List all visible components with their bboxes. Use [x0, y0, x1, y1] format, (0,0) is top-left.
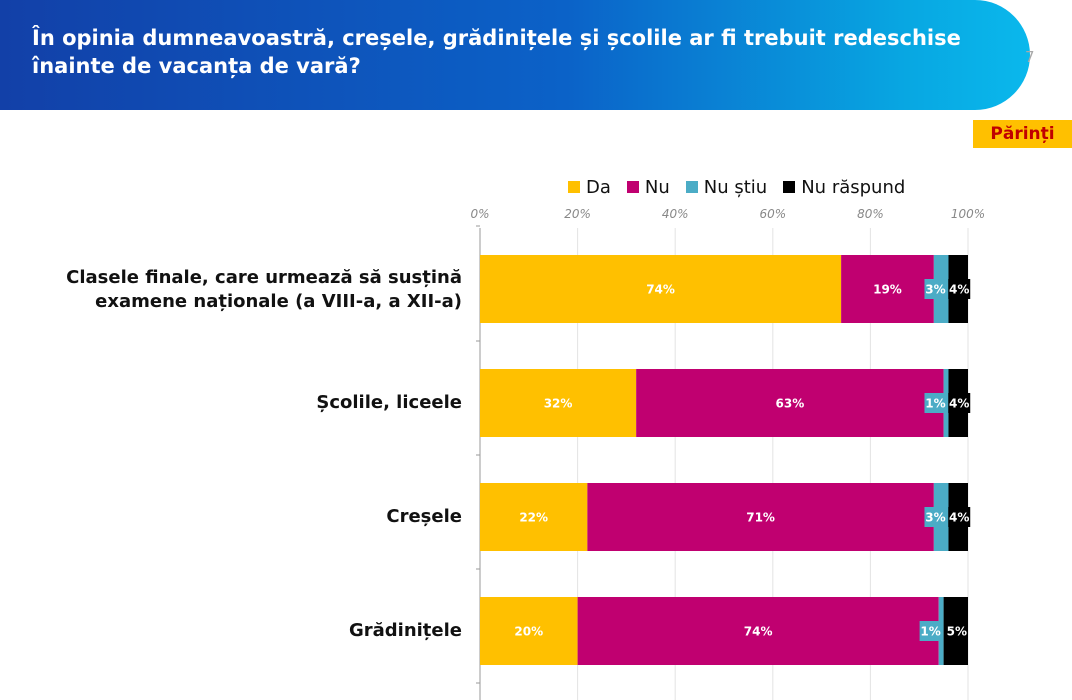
data-label-nu-stiu-creselele: 3%: [925, 511, 945, 525]
legend-swatch-da: [568, 181, 580, 193]
data-label-nu-stiu-clasele-finale: 3%: [925, 283, 945, 297]
data-label-nu-scolile-liceele: 63%: [776, 397, 805, 411]
data-label-nu-raspund-creselele-box: [948, 507, 971, 527]
data-label-nu-stiu-creselele-box: [924, 507, 947, 527]
page-title-line-1: În opinia dumneavoastră, creșele, grădin…: [32, 26, 961, 50]
legend-label-nu: Nu: [644, 176, 670, 198]
category-label-clasele-finale-line-1: Clasele finale, care urmează să susțină: [66, 267, 462, 288]
bar-nu-scolile-liceele: [636, 369, 944, 437]
legend-swatch-nu-stiu: [685, 181, 698, 193]
category-label-clasele-finale-line-2: examene naționale (a VIII-a, a XII-a): [95, 291, 462, 312]
bar-da-gradinitele: [480, 597, 578, 665]
page-number: 7: [1025, 48, 1035, 66]
legend-swatch-nu: [626, 181, 639, 193]
data-label-nu-raspund-gradinitele: 5%: [947, 625, 967, 639]
legend-label-nu-raspund: Nu răspund: [801, 176, 906, 198]
x-tick-label: 20%: [564, 207, 591, 221]
data-label-nu-stiu-clasele-finale-box: [924, 279, 947, 299]
x-tick-label: 100%: [951, 207, 985, 221]
legend-item-nu-stiu: Nu știu: [685, 176, 768, 198]
category-label-clasele-finale: Clasele finale, care urmează să susțină …: [66, 266, 462, 314]
x-tick-label: 40%: [662, 207, 689, 221]
header-banner: În opinia dumneavoastră, creșele, grădin…: [0, 0, 1030, 110]
data-label-nu-gradinitele: 74%: [744, 625, 773, 639]
category-label-gradinitele: Grădinițele: [348, 620, 462, 641]
x-tick-label: 0%: [470, 207, 489, 221]
chart-legend: Da Nu Nu știu Nu răspund: [568, 175, 921, 199]
x-tick-label: 80%: [857, 207, 884, 221]
legend-item-da: Da: [568, 177, 611, 198]
data-label-nu-stiu-scolile-liceele: 1%: [925, 397, 945, 411]
data-label-nu-raspund-creselele: 4%: [949, 511, 969, 525]
data-label-nu-stiu-scolile-liceele-box: [924, 393, 947, 413]
data-label-nu-raspund-scolile-liceele-box: [948, 393, 971, 413]
category-label-scolile-liceele: Școlile, liceele: [316, 392, 462, 413]
bar-nu-clasele-finale: [841, 255, 934, 323]
data-label-da-scolile-liceele: 32%: [544, 397, 573, 411]
audience-badge: Părinți: [973, 120, 1072, 148]
legend-item-nu-raspund: Nu răspund: [783, 177, 905, 198]
legend-swatch-nu-raspund: [783, 181, 796, 193]
bar-da-clasele-finale: [480, 255, 842, 323]
page-title: În opinia dumneavoastră, creșele, grădin…: [32, 24, 972, 80]
data-label-nu-creselele: 71%: [746, 511, 775, 525]
legend-label-da: Da: [586, 176, 611, 198]
page-title-line-2: înainte de vacanța de vară?: [32, 54, 361, 78]
legend-label-nu-stiu: Nu știu: [703, 176, 768, 198]
data-label-da-creselele: 22%: [519, 511, 548, 525]
x-tick-label: 60%: [759, 207, 786, 221]
bar-nu-gradinitele: [577, 597, 939, 665]
legend-item-nu: Nu: [626, 176, 670, 198]
data-label-nu-stiu-gradinitele: 1%: [920, 625, 940, 639]
bar-da-creselele: [480, 483, 588, 551]
data-label-da-clasele-finale: 74%: [646, 283, 675, 297]
data-label-nu-raspund-gradinitele-box: [945, 621, 968, 641]
data-label-nu-raspund-scolile-liceele: 4%: [949, 397, 969, 411]
category-label-creselele: Creșele: [386, 506, 462, 527]
bar-nu-creselele: [587, 483, 934, 551]
data-label-da-gradinitele: 20%: [514, 625, 543, 639]
bar-da-scolile-liceele: [480, 369, 637, 437]
data-label-nu-raspund-clasele-finale: 4%: [949, 283, 969, 297]
data-label-nu-stiu-gradinitele-box: [919, 621, 942, 641]
data-label-nu-clasele-finale: 19%: [873, 283, 902, 297]
data-label-nu-raspund-clasele-finale-box: [948, 279, 971, 299]
